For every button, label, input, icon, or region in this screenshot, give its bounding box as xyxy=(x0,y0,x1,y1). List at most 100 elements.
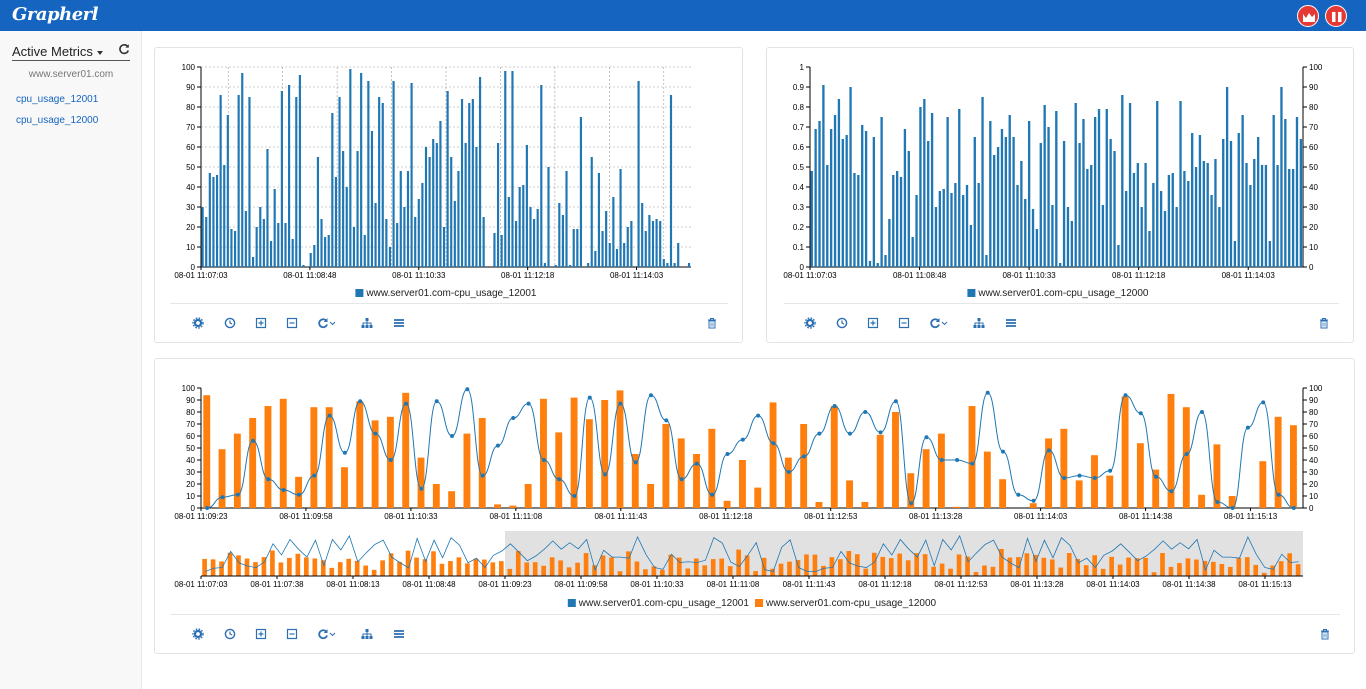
line-point xyxy=(664,418,669,423)
bar xyxy=(981,97,984,267)
bar xyxy=(525,145,528,267)
bar xyxy=(1237,133,1240,267)
navigator-tick-label: 08-01 11:15:13 xyxy=(1238,580,1292,589)
metric-link-12000[interactable]: cpu_usage_12000 xyxy=(16,115,99,126)
sitemap-icon xyxy=(973,318,985,328)
line-point xyxy=(388,458,393,462)
navigator-tick-label: 08-01 11:14:38 xyxy=(1162,580,1216,589)
zoom-in-button[interactable] xyxy=(254,317,268,331)
navigator-bar xyxy=(431,551,436,576)
refresh-icon[interactable] xyxy=(118,43,130,58)
bar xyxy=(460,99,464,267)
bar xyxy=(1198,494,1206,508)
bar xyxy=(237,95,240,267)
bar xyxy=(864,131,868,267)
sitemap-button[interactable] xyxy=(360,628,374,642)
gear-icon xyxy=(804,317,816,329)
bar xyxy=(1086,169,1089,267)
gear-button[interactable] xyxy=(191,628,205,642)
clock-button[interactable] xyxy=(223,628,237,642)
bar xyxy=(1113,151,1116,267)
bar xyxy=(977,183,980,267)
navigator-bar xyxy=(727,566,733,576)
y-tick-label: 30 xyxy=(186,203,195,212)
menu-button[interactable] xyxy=(1004,317,1018,331)
panel-divider xyxy=(170,614,1340,615)
trash-button[interactable] xyxy=(1318,628,1332,642)
navigator-bar xyxy=(846,551,852,576)
zoom-out-button[interactable] xyxy=(285,628,299,642)
line-point xyxy=(1169,489,1174,494)
line-point xyxy=(205,506,210,510)
trash-button[interactable] xyxy=(705,317,719,331)
bar xyxy=(457,171,460,267)
bar xyxy=(922,449,930,508)
y-tick-label: 0 xyxy=(191,504,196,513)
zoom-in-button[interactable] xyxy=(254,628,268,642)
bar xyxy=(446,91,449,267)
line-point xyxy=(817,431,822,436)
navigator-bar xyxy=(1117,564,1123,576)
x-tick-label: 08-01 11:10:33 xyxy=(1002,271,1056,280)
gear-button[interactable] xyxy=(191,317,205,331)
zoom-out-button[interactable] xyxy=(897,317,911,331)
clock-button[interactable] xyxy=(223,317,237,331)
navigator-bar xyxy=(990,566,996,576)
bar xyxy=(1027,121,1031,267)
bar xyxy=(1106,475,1114,508)
x-tick-label: 08-01 11:12:53 xyxy=(804,512,858,521)
y-tick-label: 80 xyxy=(186,408,195,417)
bar xyxy=(219,95,222,267)
bar xyxy=(677,243,680,267)
sitemap-button[interactable] xyxy=(972,317,986,331)
navigator-bar xyxy=(380,560,385,576)
y-tick-label: 90 xyxy=(1309,396,1318,405)
navigator-bar xyxy=(1185,558,1191,576)
bar xyxy=(331,113,334,267)
menu-button[interactable] xyxy=(392,317,406,331)
navigator-bar xyxy=(948,568,953,576)
bar xyxy=(233,433,241,508)
zoom-in-button[interactable] xyxy=(866,317,880,331)
refresh-dropdown-button[interactable] xyxy=(317,317,337,331)
area-chart-button[interactable] xyxy=(1297,5,1319,27)
navigator-bar xyxy=(583,553,589,576)
bar xyxy=(837,99,841,267)
pause-button[interactable] xyxy=(1325,5,1347,27)
refresh-dropdown-button[interactable] xyxy=(929,317,949,331)
bar xyxy=(1272,115,1275,267)
bar xyxy=(1191,133,1194,267)
y-tick-label: 10 xyxy=(186,492,195,501)
sitemap-button[interactable] xyxy=(360,317,374,331)
navigator-bar xyxy=(287,557,292,576)
bar xyxy=(861,125,864,267)
legend-swatch xyxy=(567,599,576,607)
refresh-dropdown-button[interactable] xyxy=(317,628,337,642)
bar xyxy=(1299,139,1303,267)
y-tick-label: 80 xyxy=(1309,103,1318,112)
line-point xyxy=(1062,476,1067,480)
navigator-bar xyxy=(1227,566,1233,576)
gear-button[interactable] xyxy=(803,317,817,331)
bar xyxy=(1105,109,1108,267)
menu-button[interactable] xyxy=(392,628,406,642)
bar xyxy=(414,217,417,267)
trash-button[interactable] xyxy=(1317,317,1331,331)
navigator-bar xyxy=(575,562,580,576)
navigator-bar xyxy=(1049,559,1055,576)
y-tick-label: 70 xyxy=(1309,123,1318,132)
bar xyxy=(471,99,474,267)
zoom-out-button[interactable] xyxy=(285,317,299,331)
bar xyxy=(612,197,615,267)
clock-button[interactable] xyxy=(835,317,849,331)
line-point xyxy=(1261,400,1266,405)
bar xyxy=(594,251,597,267)
bar xyxy=(1125,191,1128,267)
active-metrics-dropdown[interactable]: Active Metrics xyxy=(12,44,103,59)
refresh-dropdown-icon xyxy=(930,318,948,329)
navigator-bar xyxy=(498,561,504,576)
bar xyxy=(969,225,973,267)
bar xyxy=(509,505,517,508)
x-tick-label: 08-01 11:09:58 xyxy=(279,512,333,521)
metric-link-12001[interactable]: cpu_usage_12001 xyxy=(16,94,99,105)
